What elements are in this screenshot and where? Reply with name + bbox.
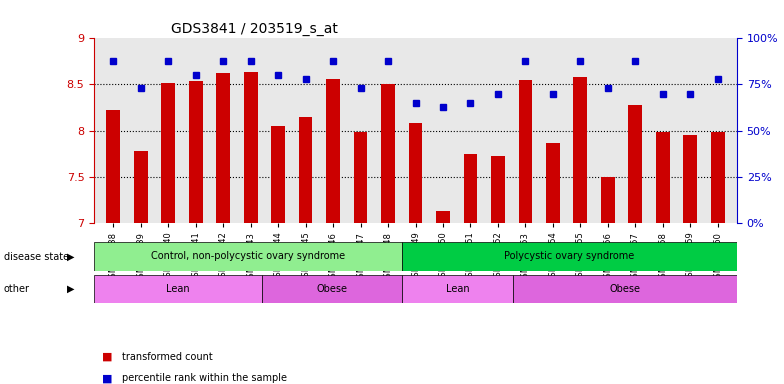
- Bar: [354, 132, 368, 223]
- Bar: [162, 83, 175, 223]
- Text: Lean: Lean: [166, 284, 190, 294]
- Text: ■: ■: [102, 352, 112, 362]
- Bar: [656, 132, 670, 223]
- Text: GDS3841 / 203519_s_at: GDS3841 / 203519_s_at: [171, 22, 338, 36]
- Bar: [216, 73, 230, 223]
- Text: percentile rank within the sample: percentile rank within the sample: [122, 373, 286, 383]
- Bar: [711, 132, 724, 223]
- Bar: [573, 77, 587, 223]
- Bar: [107, 110, 120, 223]
- Text: Polycystic ovary syndrome: Polycystic ovary syndrome: [504, 251, 634, 262]
- Bar: [189, 81, 202, 223]
- Bar: [326, 79, 340, 223]
- FancyBboxPatch shape: [94, 275, 262, 303]
- Text: ▶: ▶: [67, 284, 74, 294]
- Bar: [271, 126, 285, 223]
- Text: transformed count: transformed count: [122, 352, 212, 362]
- Bar: [518, 80, 532, 223]
- Text: ■: ■: [102, 373, 112, 383]
- FancyBboxPatch shape: [514, 275, 737, 303]
- Bar: [436, 211, 450, 223]
- Text: ▶: ▶: [67, 252, 74, 262]
- Text: Obese: Obese: [610, 284, 641, 294]
- Bar: [244, 71, 258, 223]
- Bar: [546, 144, 560, 223]
- FancyBboxPatch shape: [262, 275, 401, 303]
- Text: other: other: [4, 284, 30, 294]
- Text: Control, non-polycystic ovary syndrome: Control, non-polycystic ovary syndrome: [151, 251, 345, 262]
- FancyBboxPatch shape: [401, 242, 737, 271]
- Bar: [463, 154, 477, 223]
- Text: disease state: disease state: [4, 252, 69, 262]
- FancyBboxPatch shape: [94, 242, 401, 271]
- Bar: [629, 105, 642, 223]
- FancyBboxPatch shape: [401, 275, 514, 303]
- Bar: [491, 156, 505, 223]
- Bar: [601, 177, 615, 223]
- Bar: [684, 135, 697, 223]
- Bar: [134, 151, 147, 223]
- Text: Obese: Obese: [316, 284, 347, 294]
- Bar: [408, 123, 423, 223]
- Bar: [381, 84, 395, 223]
- Text: Lean: Lean: [445, 284, 470, 294]
- Bar: [299, 117, 313, 223]
